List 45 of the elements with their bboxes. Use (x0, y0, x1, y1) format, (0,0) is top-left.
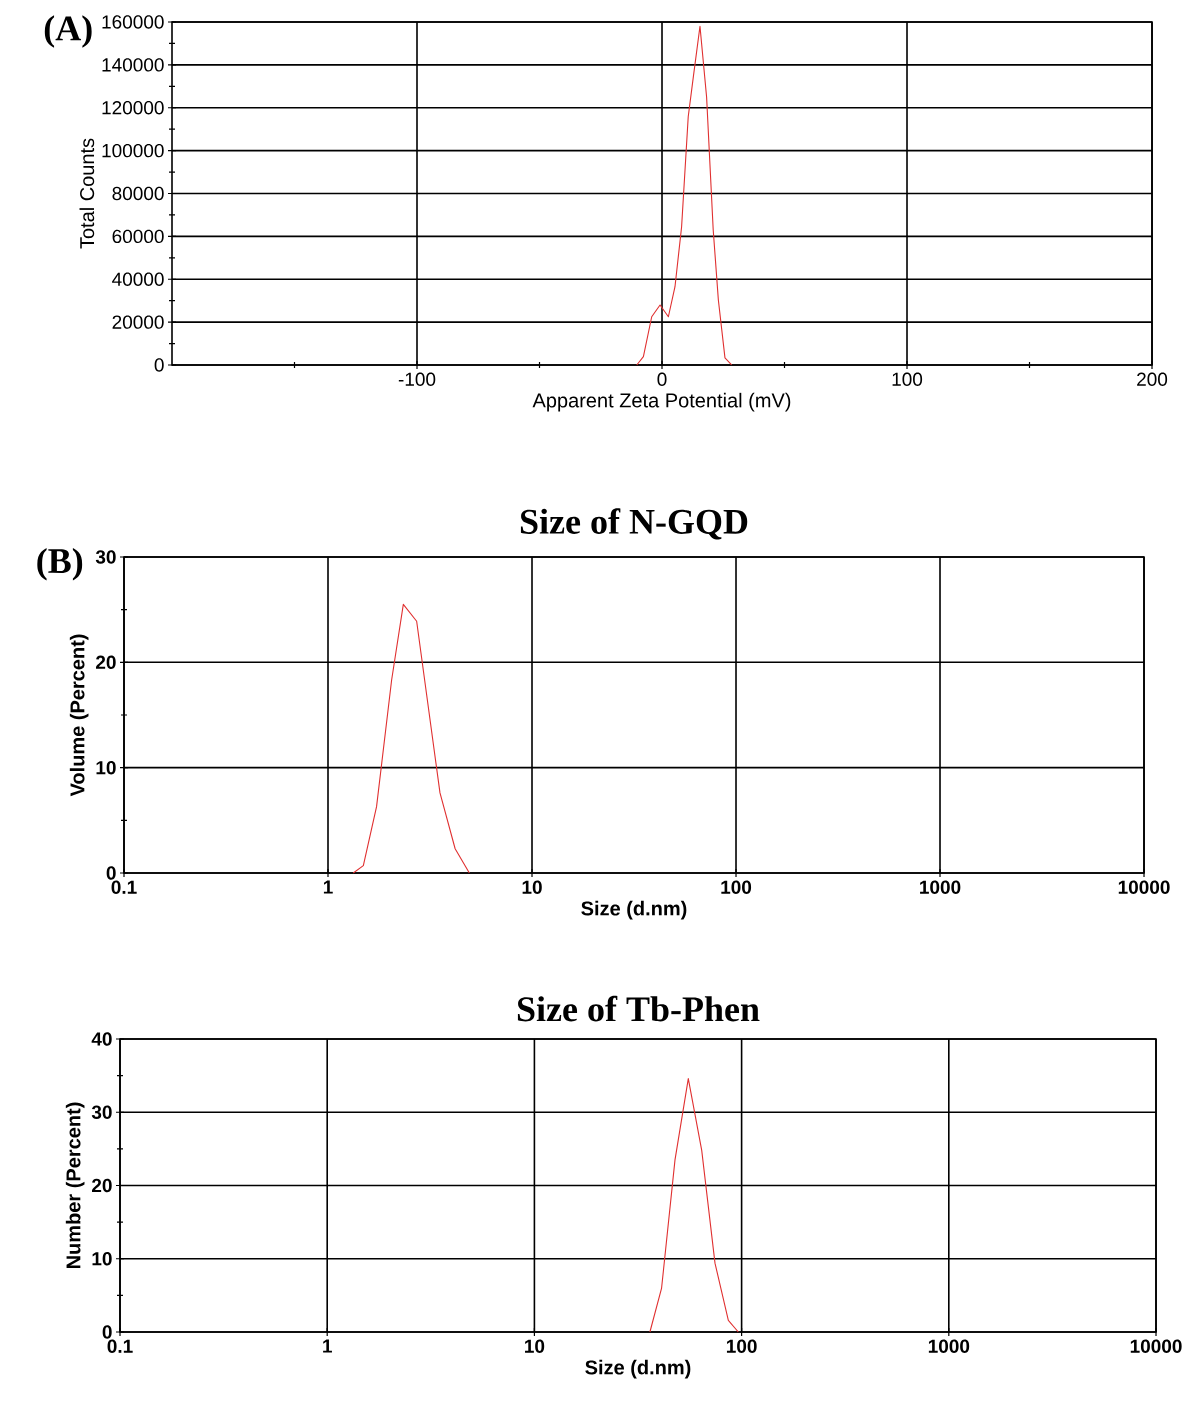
y-tick-label: 60000 (112, 229, 164, 244)
y-tick-label: 100000 (102, 143, 164, 158)
x-tick-label: 200 (1137, 372, 1168, 386)
y-tick-label: 20 (92, 1178, 112, 1193)
y-axis-title: Total Counts (79, 138, 95, 249)
y-tick-label: 30 (91, 1105, 112, 1119)
x-tick-label: 10 (525, 1339, 545, 1353)
y-tick-label: 30 (95, 550, 116, 564)
y-tick-label: 20000 (112, 315, 164, 329)
text: (B) (37, 547, 83, 581)
y-axis-title: Number (Percent) (65, 1102, 85, 1269)
x-tick-label: -100 (398, 372, 436, 386)
x-tick-label: 0.1 (111, 880, 137, 894)
x-tick-label: 1000 (928, 1339, 970, 1353)
x-tick-label: 1000 (920, 880, 961, 894)
x-tick-label: 1 (323, 880, 333, 894)
chart-title: Size of N-GQD (520, 508, 748, 540)
x-tick-label: 100 (892, 372, 923, 386)
x-axis-title: Size (d.nm) (581, 900, 687, 920)
x-tick-label: 100 (721, 880, 752, 894)
text: (A) (44, 15, 92, 48)
y-tick-label: 40 (91, 1032, 112, 1046)
x-tick-label: 10000 (1118, 880, 1170, 894)
y-tick-label: 120000 (102, 101, 164, 115)
line-series (636, 25, 733, 366)
y-tick-label: 0 (102, 1325, 112, 1339)
x-tick-label: 1 (323, 1339, 332, 1353)
x-axis-title: Apparent Zeta Potential (mV) (532, 392, 791, 412)
y-tick-label: 80000 (112, 186, 164, 201)
x-tick-label: 100 (726, 1339, 757, 1353)
y-tick-label: 0 (154, 358, 164, 372)
x-tick-label: 0 (657, 372, 667, 386)
x-tick-label: 10 (522, 880, 542, 894)
x-axis-title: Size (d.nm) (585, 1359, 691, 1379)
y-tick-label: 160000 (102, 15, 164, 29)
y-tick-label: 10 (92, 1252, 112, 1266)
y-axis-title: Volume (Percent) (69, 634, 89, 797)
chart-title: Size of Tb-Phen (517, 995, 760, 1022)
y-tick-label: 40000 (112, 272, 164, 286)
y-tick-label: 20 (96, 655, 116, 670)
y-tick-label: 140000 (102, 58, 164, 72)
y-tick-label: 10 (96, 760, 116, 775)
y-tick-label: 0 (106, 866, 116, 880)
x-tick-label: 10000 (1130, 1339, 1182, 1353)
x-tick-label: 0.1 (107, 1339, 133, 1353)
